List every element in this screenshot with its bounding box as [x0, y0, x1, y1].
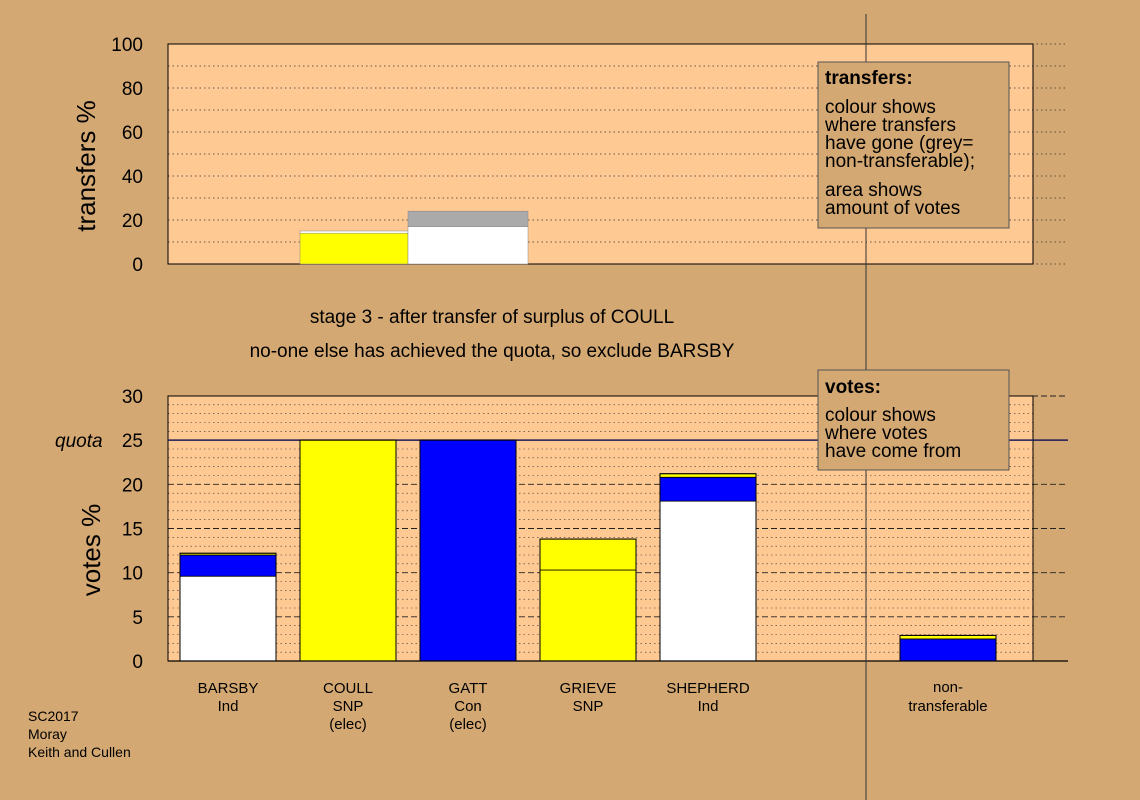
credit-year: SC2017: [28, 708, 79, 724]
candidate-status: (elec): [329, 716, 367, 733]
vote-bar-segment: [659, 500, 757, 662]
candidate-party: Ind: [218, 698, 239, 715]
votes-y-tick-label: 20: [122, 475, 143, 496]
transfers-legend-line: have gone (grey=: [825, 133, 973, 154]
nontransferable-label: transferable: [908, 698, 987, 715]
transfer-bar-segment: [299, 230, 409, 234]
transfers-y-tick-label: 60: [122, 123, 143, 144]
candidate-name: GATT: [449, 680, 488, 697]
transfers-y-tick-label: 20: [122, 211, 143, 232]
credit-ward: Keith and Cullen: [28, 744, 131, 760]
nontransferable-bar-segment: [899, 634, 997, 640]
transfers-legend-line: area shows: [825, 180, 922, 201]
transfer-bar-segment: [299, 232, 409, 265]
credit-council: Moray: [28, 726, 67, 742]
transfers-legend-box: transfers: colour shows where transfers …: [817, 61, 1010, 229]
vote-bar-segment: [539, 569, 637, 662]
quota-label: quota: [55, 431, 103, 452]
vote-bar-segment: [539, 538, 637, 571]
transfer-bar-segment: [407, 210, 529, 227]
votes-legend-title: votes:: [825, 377, 881, 398]
vote-bar-segment: [659, 476, 757, 502]
votes-y-tick-label: 15: [122, 520, 143, 541]
votes-legend-line: where votes: [824, 423, 927, 444]
transfers-y-tick-label: 80: [122, 79, 143, 100]
stage-line-1: stage 3 - after transfer of surplus of C…: [310, 307, 674, 328]
vote-bar-segment: [179, 575, 277, 662]
votes-y-tick-label: 25: [122, 431, 143, 452]
candidate-name: GRIEVE: [560, 680, 617, 697]
transfers-y-tick-label: 0: [132, 255, 143, 276]
candidate-name: COULL: [323, 680, 373, 697]
candidate-status: (elec): [449, 716, 487, 733]
transfers-y-axis-title: transfers %: [71, 100, 101, 232]
votes-legend-line: have come from: [825, 441, 961, 462]
transfers-legend-line: where transfers: [824, 115, 956, 136]
transfers-legend-line: non-transferable);: [825, 151, 975, 172]
candidate-party: SNP: [333, 698, 364, 715]
transfers-legend-line: colour shows: [825, 97, 936, 118]
vote-bar-segment: [659, 473, 757, 478]
nontransferable-bar-segment: [899, 638, 997, 662]
transfers-y-tick-label: 100: [111, 35, 143, 56]
vote-bar-segment: [299, 439, 397, 662]
vote-bar-segment: [419, 439, 517, 662]
votes-y-axis-title: votes %: [76, 504, 106, 597]
nontransferable-label: non-: [933, 679, 963, 696]
candidate-party: Con: [454, 698, 482, 715]
transfer-bar-segment: [407, 226, 529, 265]
transfers-legend-line: amount of votes: [825, 198, 960, 219]
votes-legend-box: votes: colour shows where votes have com…: [817, 369, 1010, 471]
votes-legend-line: colour shows: [825, 405, 936, 426]
transfers-legend-title: transfers:: [825, 68, 913, 89]
stage-line-2: no-one else has achieved the quota, so e…: [250, 341, 735, 362]
candidate-party: SNP: [573, 698, 604, 715]
candidate-name: SHEPHERD: [666, 680, 750, 697]
votes-y-tick-label: 30: [122, 387, 143, 408]
transfers-plot-frame: [167, 43, 1034, 265]
votes-y-tick-label: 10: [122, 564, 143, 585]
votes-y-tick-label: 5: [132, 608, 143, 629]
candidate-name: BARSBY: [198, 680, 259, 697]
transfers-y-tick-label: 40: [122, 167, 143, 188]
vote-bar-segment: [179, 554, 277, 577]
candidate-party: Ind: [698, 698, 719, 715]
votes-y-tick-label: 0: [132, 652, 143, 673]
